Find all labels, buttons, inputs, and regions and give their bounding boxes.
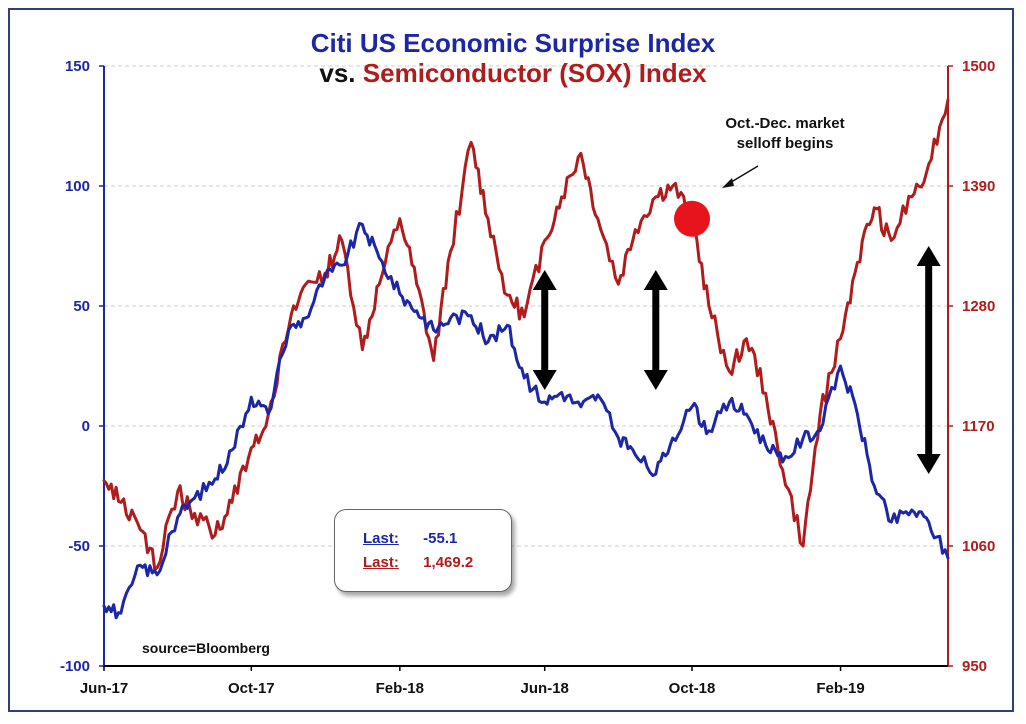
last-citi-label: Last: — [363, 530, 399, 547]
title-sox: Semiconductor (SOX) Index — [362, 58, 707, 88]
right-tick-label: 1280 — [962, 298, 995, 315]
double-arrow-head-down — [532, 370, 557, 390]
x-tick-label: Feb-18 — [376, 680, 424, 697]
last-sox-value: 1,469.2 — [423, 554, 474, 571]
left-tick-label: -50 — [68, 538, 90, 555]
last-sox-row: Last: 1,469.2 — [363, 554, 473, 571]
right-tick-label: 1170 — [962, 418, 995, 435]
x-tick-label: Oct-18 — [669, 680, 716, 697]
selloff-marker — [674, 200, 711, 237]
left-tick-label: 50 — [73, 298, 90, 315]
annotation-line2: selloff begins — [736, 135, 834, 152]
right-tick-label: 1060 — [962, 538, 995, 555]
double-arrow-head-up — [916, 246, 941, 266]
sox-series-line — [102, 98, 950, 571]
x-tick-label: Jun-18 — [521, 680, 569, 697]
left-tick-label: 150 — [65, 58, 90, 75]
right-tick-label: 1390 — [962, 178, 995, 195]
right-tick-label: 1500 — [962, 58, 995, 75]
chart-title-line2: vs. Semiconductor (SOX) Index — [0, 58, 1026, 88]
selloff-annotation: Oct.-Dec. market selloff begins — [690, 114, 880, 154]
double-arrow-head-down — [916, 454, 941, 474]
left-tick-label: -100 — [60, 658, 90, 675]
double-arrow-head-down — [643, 370, 668, 390]
left-tick-label: 100 — [65, 178, 90, 195]
last-sox-label: Last: — [363, 554, 399, 571]
chart-title-line1: Citi US Economic Surprise Index — [310, 28, 716, 58]
chart-frame — [8, 8, 1014, 712]
source-note: source=Bloomberg — [142, 640, 270, 656]
annotation-line1: Oct.-Dec. market — [725, 115, 845, 132]
last-citi-value: -55.1 — [423, 530, 458, 547]
x-tick-label: Feb-19 — [816, 680, 864, 697]
annotation-pointer-head — [722, 178, 734, 188]
last-citi-row: Last: -55.1 — [363, 530, 457, 547]
last-values-box: Last: -55.1 Last: 1,469.2 — [334, 509, 512, 592]
title-vs: vs. — [319, 58, 356, 88]
double-arrow-head-up — [532, 270, 557, 290]
citi-series-line — [102, 221, 950, 620]
left-tick-label: 0 — [82, 418, 90, 435]
right-tick-label: 950 — [962, 658, 987, 675]
annotation-pointer — [727, 165, 759, 185]
x-tick-label: Jun-17 — [80, 680, 128, 697]
x-tick-label: Oct-17 — [228, 680, 275, 697]
double-arrow-head-up — [643, 270, 668, 290]
